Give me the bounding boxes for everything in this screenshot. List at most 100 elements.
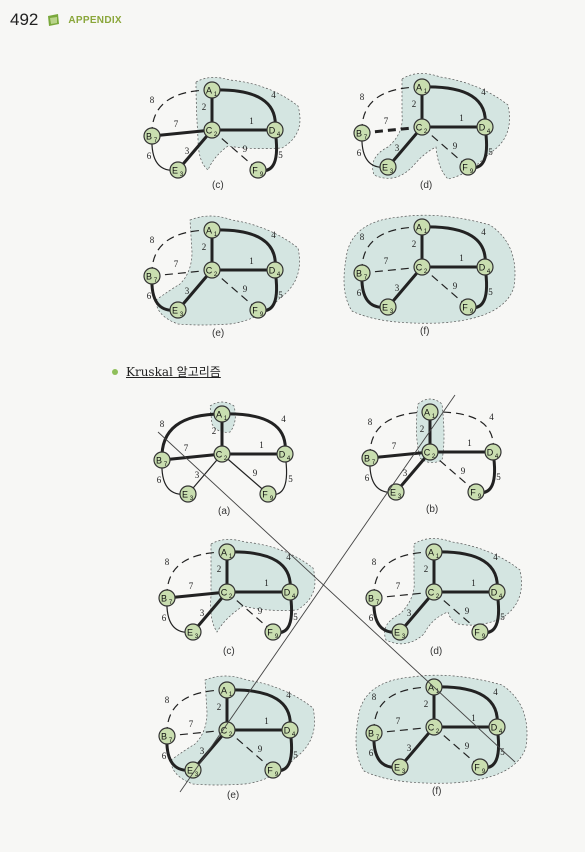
node-label-C: C [216,450,223,460]
edge-weight-AD: 4 [481,87,486,97]
node-label-D: D [491,588,498,598]
edge-weight-CE: 3 [185,146,190,156]
node-B [143,127,161,145]
node-subscript-B: 7 [364,135,368,141]
node-label-C: C [428,723,435,733]
edge-weight-BC: 7 [396,716,401,726]
edge-weight-CF: 9 [243,144,248,154]
graph-label-kruskal-f: (f) [432,786,442,797]
appendix-icon [48,14,60,26]
node-C [203,121,221,139]
edge-weight-CE: 3 [403,468,408,478]
edge-weight-CD: 1 [467,438,472,448]
edge-weight-CD: 1 [259,440,264,450]
node-label-C: C [221,588,228,598]
edge-weight-DF: 5 [500,612,505,622]
node-label-E: E [382,303,388,313]
edge-weight-AD: 4 [493,552,498,562]
node-E [169,161,187,179]
node-subscript-F: 9 [482,769,486,775]
graph-kruskal-f: 8 427 13 96 5A 1B 7C 2 D 4E 3 F 9 [355,674,528,784]
graph-label-kruskal-e: (e) [227,790,240,801]
edge-weight-CE: 3 [395,283,400,293]
graph-label-top-c: (c) [212,180,224,191]
node-label-F: F [252,166,258,176]
edge-weight-DF: 5 [488,147,493,157]
node-label-D: D [284,588,291,598]
node-label-D: D [487,448,494,458]
edge-weight-CE: 3 [407,743,412,753]
edge-CE [176,129,214,171]
edge-weight-DF: 5 [500,747,505,757]
node-subscript-A: 1 [214,92,218,98]
edge-CF [421,126,469,168]
edge-weight-AC: 2 [412,99,417,109]
edge-weight-BC: 7 [184,443,189,453]
edge-weight-AC: 2 [217,702,222,712]
node-label-B: B [364,454,370,464]
node-E [169,301,187,319]
edge-weight-AD: 4 [281,414,286,424]
node-label-C: C [206,266,213,276]
edge-weight-DF: 5 [278,150,283,160]
edge-weight-AB: 8 [372,557,377,567]
edge-weight-AB: 8 [165,557,170,567]
node-F [459,298,477,316]
edge-weight-BE: 6 [357,148,362,158]
node-label-A: A [221,686,227,696]
edge-CF [211,129,259,171]
edge-weight-AB: 8 [165,695,170,705]
node-C [413,118,431,136]
node-B [143,267,161,285]
node-subscript-E: 3 [390,309,394,315]
node-label-F: F [474,763,480,773]
node-label-C: C [424,448,431,458]
section-heading: Kruskal 알고리즘 [112,363,221,380]
edge-weight-BC: 7 [392,441,397,451]
edge-AB [361,226,423,274]
edge-weight-CF: 9 [465,741,470,751]
edge-weight-DF: 5 [496,472,501,482]
edge-weight-AD: 4 [489,412,494,422]
node-subscript-C: 2 [424,129,428,135]
node-label-E: E [187,766,193,776]
edge-weight-DF: 5 [293,750,298,760]
graph-label-kruskal-b: (b) [426,504,439,515]
node-label-E: E [382,163,388,173]
node-label-B: B [161,732,167,742]
edge-weight-BC: 7 [174,119,179,129]
edge-BC [151,128,213,138]
edge-weight-BE: 6 [147,151,152,161]
node-label-D: D [279,450,286,460]
edge-weight-AD: 4 [286,690,291,700]
edge-weight-CE: 3 [185,286,190,296]
node-E [379,298,397,316]
node-C [413,258,431,276]
node-label-F: F [252,306,258,316]
node-label-E: E [394,628,400,638]
node-label-D: D [491,723,498,733]
page-header: 492 APPENDIX [10,8,122,32]
node-subscript-C: 2 [424,269,428,275]
edge-weight-AB: 8 [360,92,365,102]
graph-label-kruskal-d: (d) [430,646,443,657]
graph-kruskal-c: 8 427 13 96 5A 1B 7C 2 D 4E 3 F 9 [158,539,316,641]
node-label-A: A [206,226,212,236]
node-subscript-C: 2 [214,132,218,138]
node-label-B: B [161,594,167,604]
edge-weight-AC: 2 [424,699,429,709]
node-subscript-F: 9 [470,169,474,175]
edge-weight-CD: 1 [471,713,476,723]
edge-weight-CF: 9 [453,281,458,291]
edge-CE [386,126,424,168]
node-subscript-D: 4 [487,269,491,275]
edge-weight-BC: 7 [174,259,179,269]
edge-weight-CD: 1 [459,113,464,123]
node-label-E: E [172,306,178,316]
edge-weight-BE: 6 [365,473,370,483]
node-F [249,301,267,319]
edge-weight-CE: 3 [395,143,400,153]
node-C [203,261,221,279]
edge-weight-DF: 5 [288,474,293,484]
edge-CF [421,266,469,308]
